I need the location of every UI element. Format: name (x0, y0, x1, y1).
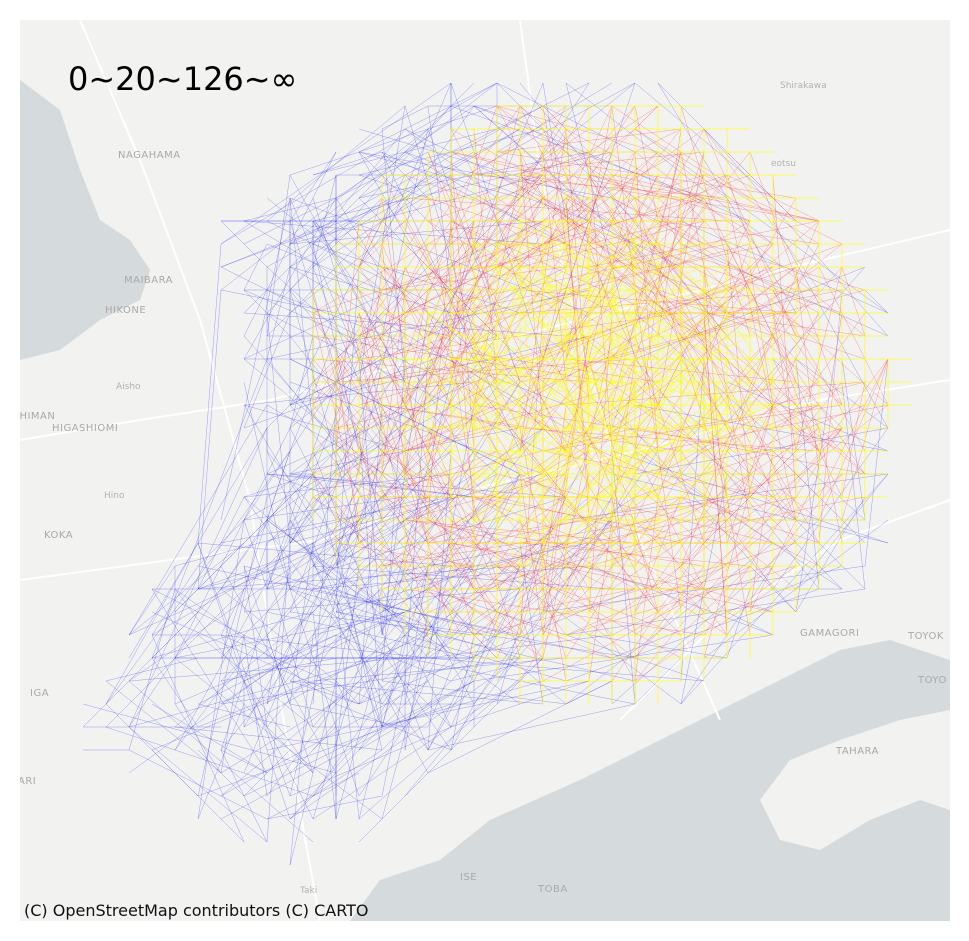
place-label-toyok: TOYOK (908, 631, 944, 642)
place-label-toyo: TOYO (918, 675, 947, 686)
place-label-shirakawa: Shirakawa (780, 81, 827, 91)
place-label-ihiman: IHIMAN (20, 411, 56, 422)
place-label-iga: IGA (30, 688, 50, 699)
place-label-taki: Taki (300, 886, 318, 896)
place-label-hino: Hino (104, 491, 125, 501)
network-map (20, 20, 950, 921)
place-label-maibara: MAIBARA (124, 275, 174, 286)
accessibility-edges (82, 82, 911, 866)
place-label-eotsu: eotsu (771, 159, 796, 169)
place-label-ise: ISE (460, 872, 478, 883)
place-label-nagahama: NAGAHAMA (118, 150, 181, 161)
atsumi-peninsula (760, 720, 950, 840)
grid-lattice (312, 105, 911, 704)
place-label-gamagori: GAMAGORI (800, 628, 860, 639)
ise-bay (350, 640, 950, 921)
place-label-koka: KOKA (44, 530, 74, 541)
place-label-toba: TOBA (538, 884, 568, 895)
place-label-aisho: Aisho (116, 382, 141, 392)
place-label-higashiomi: HIGASHIOMI (52, 423, 119, 434)
place-label-tahara: TAHARA (836, 746, 879, 757)
map-attribution: (C) OpenStreetMap contributors (C) CARTO (24, 901, 369, 920)
legend-title: 0~20~126~∞ (68, 60, 298, 98)
lake-biwa (20, 80, 150, 360)
place-label-ari: ARI (20, 776, 37, 787)
land-background (20, 20, 950, 921)
place-label-hikone: HIKONE (105, 305, 147, 316)
map-canvas[interactable]: NAGAHAMA MAIBARA HIKONE Aisho IHIMAN HIG… (20, 20, 950, 921)
